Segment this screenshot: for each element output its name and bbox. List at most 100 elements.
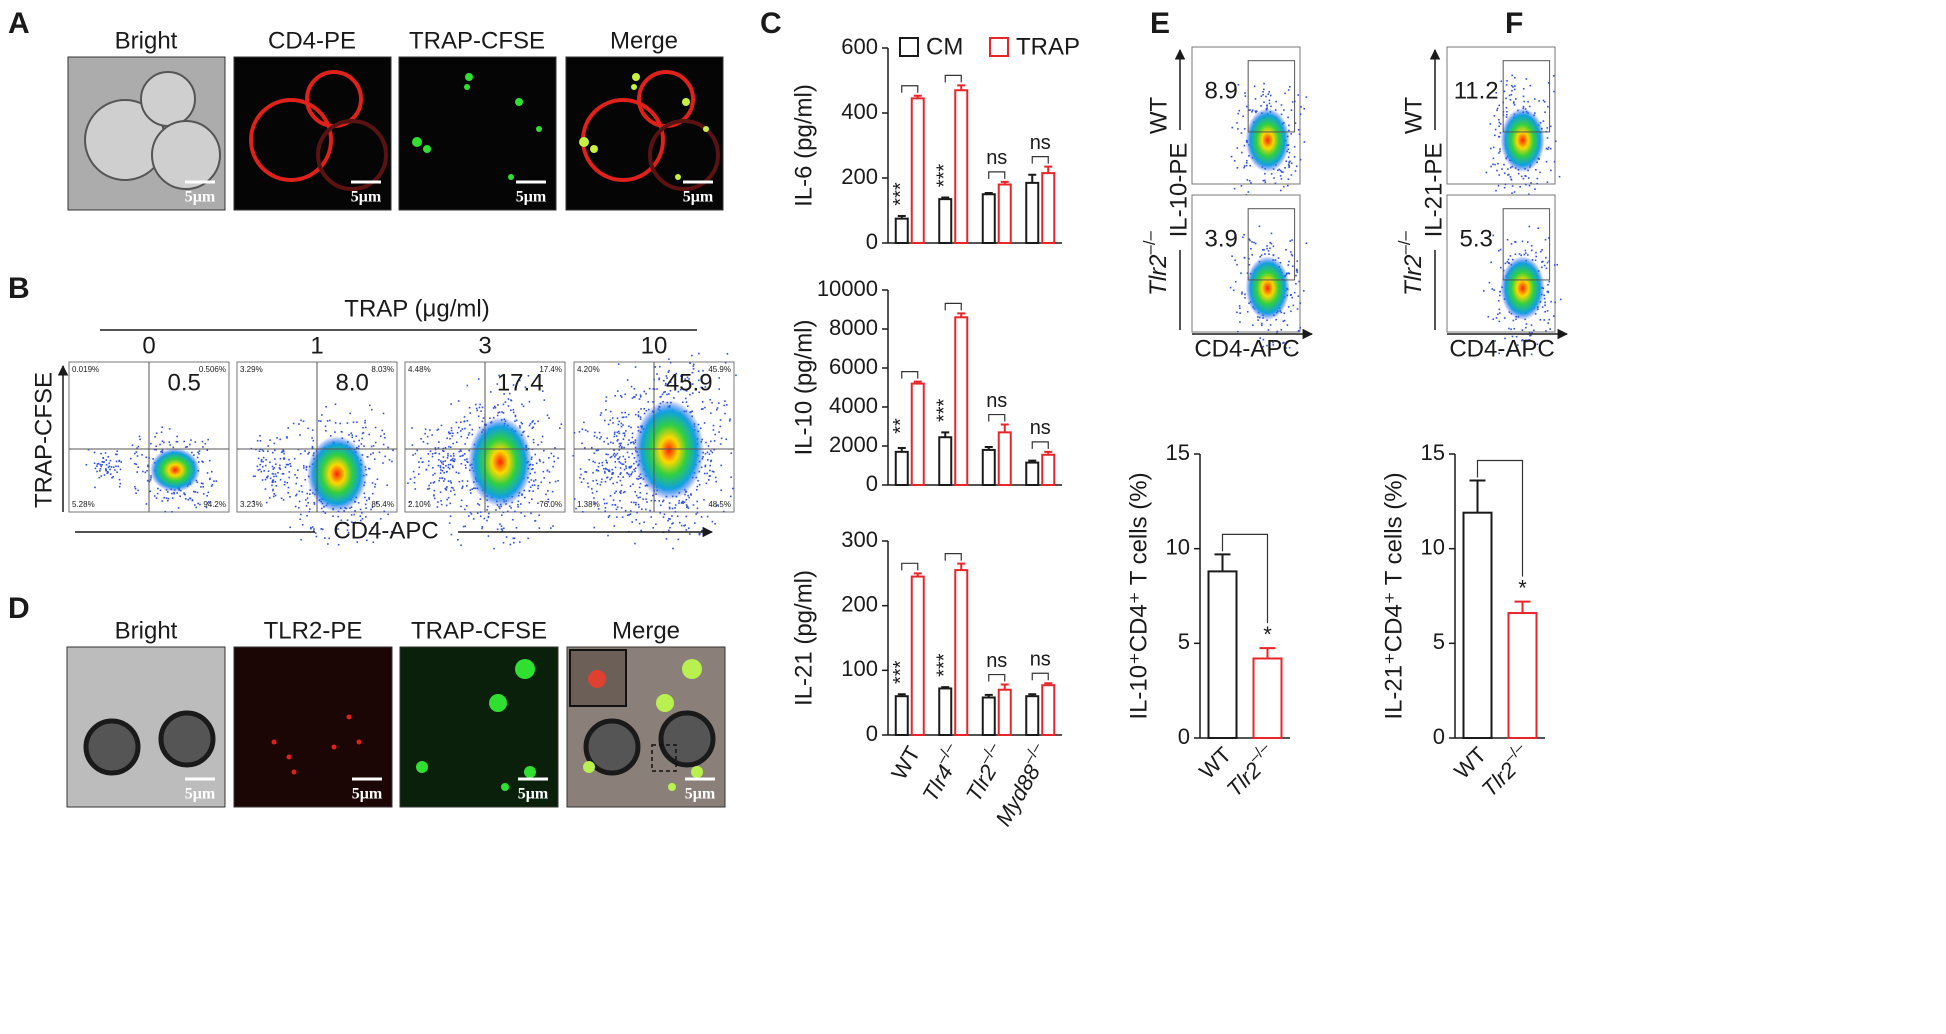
event bbox=[633, 469, 635, 471]
event bbox=[583, 422, 585, 424]
event bbox=[145, 472, 147, 474]
event bbox=[195, 507, 197, 509]
event bbox=[440, 467, 442, 469]
event bbox=[633, 463, 635, 465]
event bbox=[594, 435, 596, 437]
event bbox=[636, 495, 638, 497]
event bbox=[1500, 249, 1502, 251]
event bbox=[638, 416, 640, 418]
event bbox=[100, 475, 102, 477]
event bbox=[312, 429, 314, 431]
event bbox=[296, 477, 298, 479]
event bbox=[621, 396, 623, 398]
event bbox=[383, 413, 385, 415]
event bbox=[618, 421, 620, 423]
significance: * bbox=[1518, 575, 1527, 600]
event bbox=[1236, 122, 1238, 124]
bar bbox=[1042, 173, 1054, 243]
event bbox=[1550, 170, 1552, 172]
event bbox=[520, 503, 522, 505]
event bbox=[519, 541, 521, 543]
event bbox=[441, 462, 443, 464]
event bbox=[113, 466, 115, 468]
event bbox=[542, 436, 544, 438]
event bbox=[691, 355, 693, 357]
event bbox=[134, 453, 136, 455]
dot bbox=[412, 137, 422, 147]
panel-label: A bbox=[8, 7, 30, 40]
event bbox=[1525, 252, 1527, 254]
event bbox=[1281, 178, 1283, 180]
micrograph bbox=[234, 647, 392, 807]
event bbox=[1500, 132, 1502, 134]
event bbox=[516, 527, 518, 529]
event bbox=[365, 503, 367, 505]
event bbox=[285, 466, 287, 468]
event bbox=[1269, 247, 1271, 249]
event bbox=[697, 508, 699, 510]
event bbox=[1499, 136, 1501, 138]
event bbox=[617, 506, 619, 508]
event bbox=[1244, 294, 1246, 296]
event bbox=[509, 505, 511, 507]
event bbox=[1544, 298, 1546, 300]
event bbox=[1264, 182, 1266, 184]
event bbox=[364, 422, 366, 424]
event bbox=[617, 417, 619, 419]
event bbox=[625, 467, 627, 469]
event bbox=[616, 435, 618, 437]
event bbox=[536, 462, 538, 464]
event bbox=[658, 500, 660, 502]
event bbox=[1271, 233, 1273, 235]
event bbox=[1499, 151, 1501, 153]
gate-value: 8.9 bbox=[1204, 78, 1237, 105]
event bbox=[718, 402, 720, 404]
event bbox=[627, 473, 629, 475]
density bbox=[1501, 108, 1545, 172]
event bbox=[541, 441, 543, 443]
event bbox=[429, 488, 431, 490]
event bbox=[592, 461, 594, 463]
event bbox=[701, 516, 703, 518]
event bbox=[1549, 328, 1551, 330]
event bbox=[633, 502, 635, 504]
event bbox=[120, 483, 122, 485]
event bbox=[627, 379, 629, 381]
event bbox=[1306, 96, 1308, 98]
legend-label: TRAP bbox=[1016, 33, 1080, 60]
event bbox=[632, 471, 634, 473]
event bbox=[116, 461, 118, 463]
event bbox=[1544, 265, 1546, 267]
event bbox=[464, 459, 466, 461]
dot bbox=[632, 73, 640, 81]
event bbox=[361, 438, 363, 440]
event bbox=[1494, 164, 1496, 166]
event bbox=[1527, 241, 1529, 243]
event bbox=[1499, 148, 1501, 150]
event bbox=[262, 466, 264, 468]
legend-label: CM bbox=[926, 33, 963, 60]
event bbox=[632, 397, 634, 399]
event bbox=[597, 449, 599, 451]
event bbox=[1268, 329, 1270, 331]
event bbox=[190, 498, 192, 500]
event bbox=[414, 477, 416, 479]
event bbox=[467, 437, 469, 439]
y-tick-label: 10 bbox=[1421, 534, 1445, 559]
gate-value: 11.2 bbox=[1454, 78, 1499, 105]
event bbox=[295, 483, 297, 485]
event bbox=[1494, 115, 1496, 117]
event bbox=[425, 428, 427, 430]
event bbox=[443, 467, 445, 469]
event bbox=[330, 435, 332, 437]
event bbox=[1507, 239, 1509, 241]
event bbox=[120, 469, 122, 471]
event bbox=[1542, 306, 1544, 308]
event bbox=[280, 458, 282, 460]
y-axis-label: IL-21 (pg/ml) bbox=[790, 570, 817, 706]
bar bbox=[955, 90, 967, 243]
event bbox=[617, 453, 619, 455]
event bbox=[635, 394, 637, 396]
event bbox=[411, 427, 413, 429]
event bbox=[609, 479, 611, 481]
